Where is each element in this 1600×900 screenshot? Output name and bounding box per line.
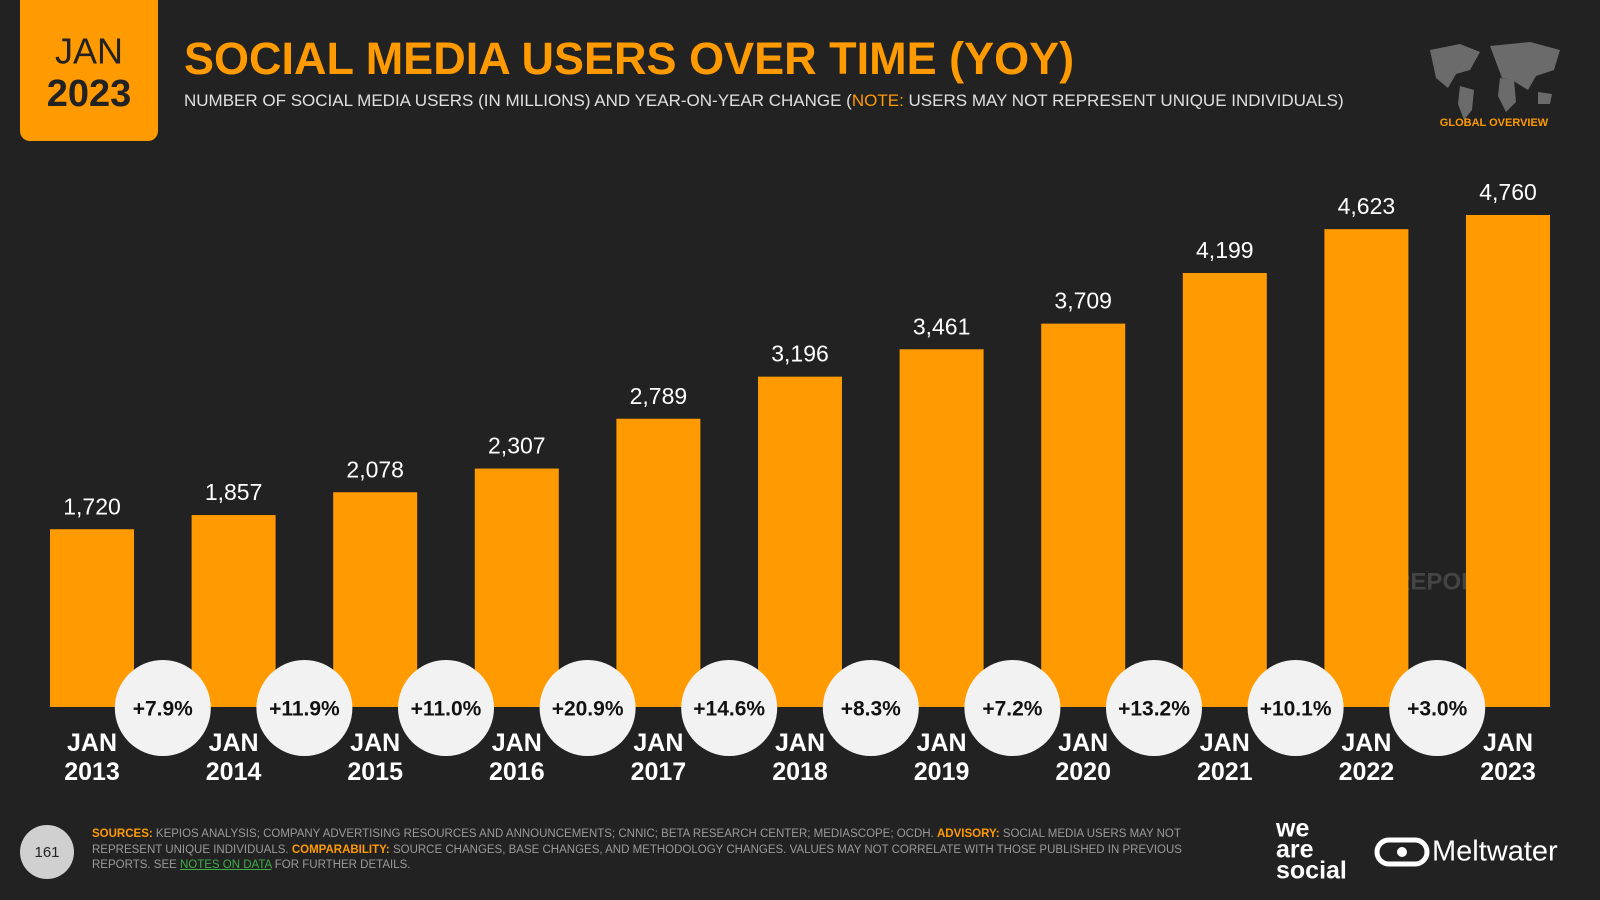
source-part: FOR FURTHER DETAILS. (271, 859, 411, 871)
yoy-label: +11.0% (411, 698, 482, 721)
yoy-label: +8.3% (841, 698, 901, 721)
value-label: 2,789 (630, 383, 688, 409)
bar (899, 349, 984, 707)
yoy-badge (822, 660, 919, 756)
bar (1182, 272, 1267, 707)
subtitle: NUMBER OF SOCIAL MEDIA USERS (IN MILLION… (184, 91, 1344, 111)
value-label: 1,720 (63, 493, 121, 519)
partner-logo (1374, 837, 1430, 867)
section-label: GLOBAL OVERVIEW (1440, 117, 1549, 129)
x-tick-label: JAN 2014 (205, 729, 262, 786)
world-map (1430, 42, 1560, 120)
value-label: 3,196 (771, 341, 829, 367)
yoy-label: +10.1% (1260, 698, 1332, 721)
yoy-badge (114, 660, 211, 756)
brand-line: are (1276, 836, 1314, 864)
date-badge (20, 0, 158, 141)
value-label: 3,709 (1054, 288, 1112, 314)
value-label: 4,760 (1479, 179, 1537, 205)
subtitle-part: NOTE: (851, 91, 904, 110)
x-tick-label: JAN 2020 (1055, 729, 1111, 786)
brand-line: we (1275, 815, 1309, 843)
badge-month: JAN (55, 31, 123, 72)
source-part: NOTES ON DATA (179, 859, 272, 871)
x-tick-label: JAN 2019 (913, 729, 970, 786)
x-tick-label: JAN 2015 (347, 729, 403, 786)
page-number: 161 (34, 844, 59, 861)
yoy-badge (539, 660, 636, 756)
yoy-label: +20.9% (552, 698, 624, 721)
yoy-badge (398, 660, 494, 756)
bar (333, 492, 418, 707)
yoy-badge (1389, 660, 1486, 756)
chart-title: SOCIAL MEDIA USERS OVER TIME (YOY) (184, 33, 1074, 84)
yoy-badge (1106, 660, 1202, 756)
bar (616, 418, 701, 707)
source-part: ADVISORY: (937, 828, 1000, 840)
partner-name: Meltwater (1432, 836, 1558, 868)
footer-sources: SOURCES: KEPIOS ANALYSIS; COMPANY ADVERT… (92, 827, 1242, 874)
source-part: SOURCE CHANGES, BASE CHANGES, AND METHOD… (92, 843, 1186, 872)
bar (50, 529, 134, 707)
x-tick-label: JAN 2022 (1338, 729, 1395, 786)
source-part: SOCIAL MEDIA USERS MAY NOT REPRESENT UNI… (92, 828, 1184, 856)
x-tick-label: JAN 2016 (488, 729, 545, 786)
page-number-badge (20, 825, 74, 879)
x-tick-label: JAN 2018 (772, 729, 828, 786)
yoy-badge (1247, 660, 1344, 756)
bar (1324, 229, 1409, 707)
bar (191, 515, 276, 707)
bar (758, 376, 842, 707)
x-tick-label: JAN 2017 (630, 729, 687, 786)
yoy-badge (256, 660, 353, 756)
yoy-label: +3.0% (1407, 698, 1467, 721)
bar (474, 468, 559, 707)
yoy-label: +14.6% (693, 698, 765, 721)
yoy-label: +11.9% (269, 698, 340, 721)
x-tick-label: JAN 2013 (64, 729, 120, 786)
bar (1041, 323, 1126, 707)
badge-year: 2023 (47, 73, 132, 115)
yoy-badge (964, 660, 1061, 756)
value-label: 2,307 (488, 433, 546, 459)
source-part: KEPIOS ANALYSIS; COMPANY ADVERTISING RES… (152, 828, 937, 840)
yoy-label: +7.9% (133, 698, 193, 721)
bar (1466, 215, 1550, 707)
x-tick-label: JAN 2021 (1196, 729, 1253, 786)
value-label: 2,078 (346, 456, 404, 482)
value-label: 3,461 (913, 313, 971, 339)
brand-line: social (1276, 857, 1347, 885)
yoy-label: +13.2% (1118, 698, 1190, 721)
yoy-label: +7.2% (982, 698, 1042, 721)
value-label: 4,199 (1196, 237, 1254, 263)
value-label: 1,857 (205, 479, 263, 505)
yoy-badge (681, 660, 778, 756)
subtitle-part: USERS MAY NOT REPRESENT UNIQUE INDIVIDUA… (903, 91, 1344, 110)
source-part: SOURCES: (92, 828, 153, 840)
subtitle-part: NUMBER OF SOCIAL MEDIA USERS (IN MILLION… (184, 91, 852, 110)
source-part: COMPARABILITY: (291, 843, 390, 856)
value-label: 4,623 (1338, 193, 1396, 219)
x-tick-label: JAN 2023 (1480, 729, 1536, 786)
